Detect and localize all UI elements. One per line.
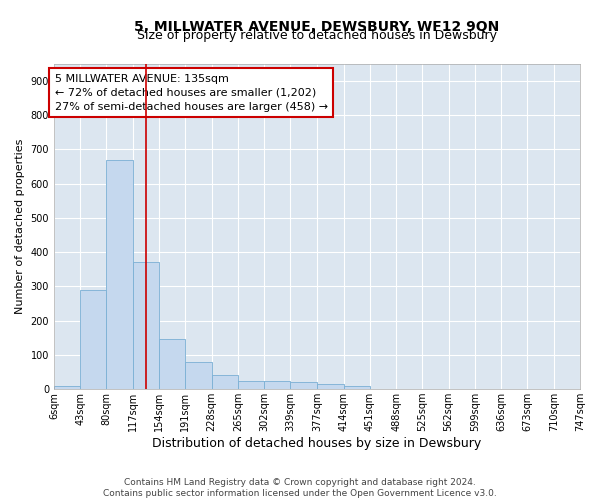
Bar [317, 384, 344, 389]
Bar [80, 290, 106, 389]
Bar [238, 380, 264, 389]
Text: 5 MILLWATER AVENUE: 135sqm
← 72% of detached houses are smaller (1,202)
27% of s: 5 MILLWATER AVENUE: 135sqm ← 72% of deta… [55, 74, 328, 112]
Bar [159, 340, 185, 389]
Bar [106, 160, 133, 389]
Title: Size of property relative to detached houses in Dewsbury: Size of property relative to detached ho… [137, 28, 497, 42]
Bar [133, 262, 159, 389]
Y-axis label: Number of detached properties: Number of detached properties [15, 138, 25, 314]
Bar [185, 362, 212, 389]
Bar [212, 376, 238, 389]
Bar [290, 382, 317, 389]
X-axis label: Distribution of detached houses by size in Dewsbury: Distribution of detached houses by size … [152, 437, 482, 450]
Bar [264, 380, 290, 389]
Text: 5, MILLWATER AVENUE, DEWSBURY, WF12 9QN: 5, MILLWATER AVENUE, DEWSBURY, WF12 9QN [134, 20, 500, 34]
Bar [54, 386, 80, 389]
Bar [344, 386, 370, 389]
Text: Contains HM Land Registry data © Crown copyright and database right 2024.
Contai: Contains HM Land Registry data © Crown c… [103, 478, 497, 498]
